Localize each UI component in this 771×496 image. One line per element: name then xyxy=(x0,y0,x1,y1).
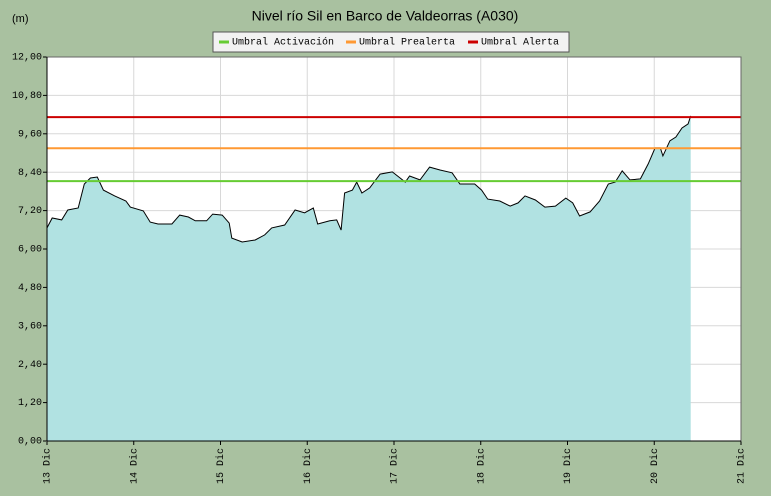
y-tick-label: 2,40 xyxy=(18,360,42,371)
x-tick-label: 17 Dic xyxy=(389,448,401,484)
x-tick-label: 20 Dic xyxy=(649,448,661,484)
x-tick-label: 19 Dic xyxy=(562,448,574,484)
legend-label: Umbral Activación xyxy=(232,37,334,49)
y-tick-label: 1,20 xyxy=(18,398,42,409)
area-fill xyxy=(47,115,691,442)
x-tick-label: 21 Dic xyxy=(736,448,748,484)
y-tick-label: 3,60 xyxy=(18,321,42,332)
y-tick-label: 4,80 xyxy=(18,283,42,294)
chart-title: Nivel río Sil en Barco de Valdeorras (A0… xyxy=(252,8,519,24)
x-tick-label: 14 Dic xyxy=(128,448,140,484)
legend-label: Umbral Alerta xyxy=(481,37,559,49)
legend xyxy=(212,31,570,53)
legend-label: Umbral Prealerta xyxy=(359,37,455,49)
x-tick-label: 16 Dic xyxy=(302,448,314,484)
x-tick-label: 13 Dic xyxy=(42,448,54,484)
y-tick-label: 9,60 xyxy=(18,129,42,140)
level-line xyxy=(46,115,692,243)
y-tick-label: 7,20 xyxy=(18,206,42,217)
y-axis-label: (m) xyxy=(12,13,29,25)
x-tick-label: 18 Dic xyxy=(475,448,487,484)
y-tick-label: 12,00 xyxy=(12,53,42,64)
y-tick-label: 8,40 xyxy=(18,168,42,179)
x-tick-label: 15 Dic xyxy=(215,448,227,484)
y-tick-label: 0,00 xyxy=(18,437,42,448)
y-tick-label: 10,80 xyxy=(12,91,42,102)
y-tick-label: 6,00 xyxy=(18,245,42,256)
